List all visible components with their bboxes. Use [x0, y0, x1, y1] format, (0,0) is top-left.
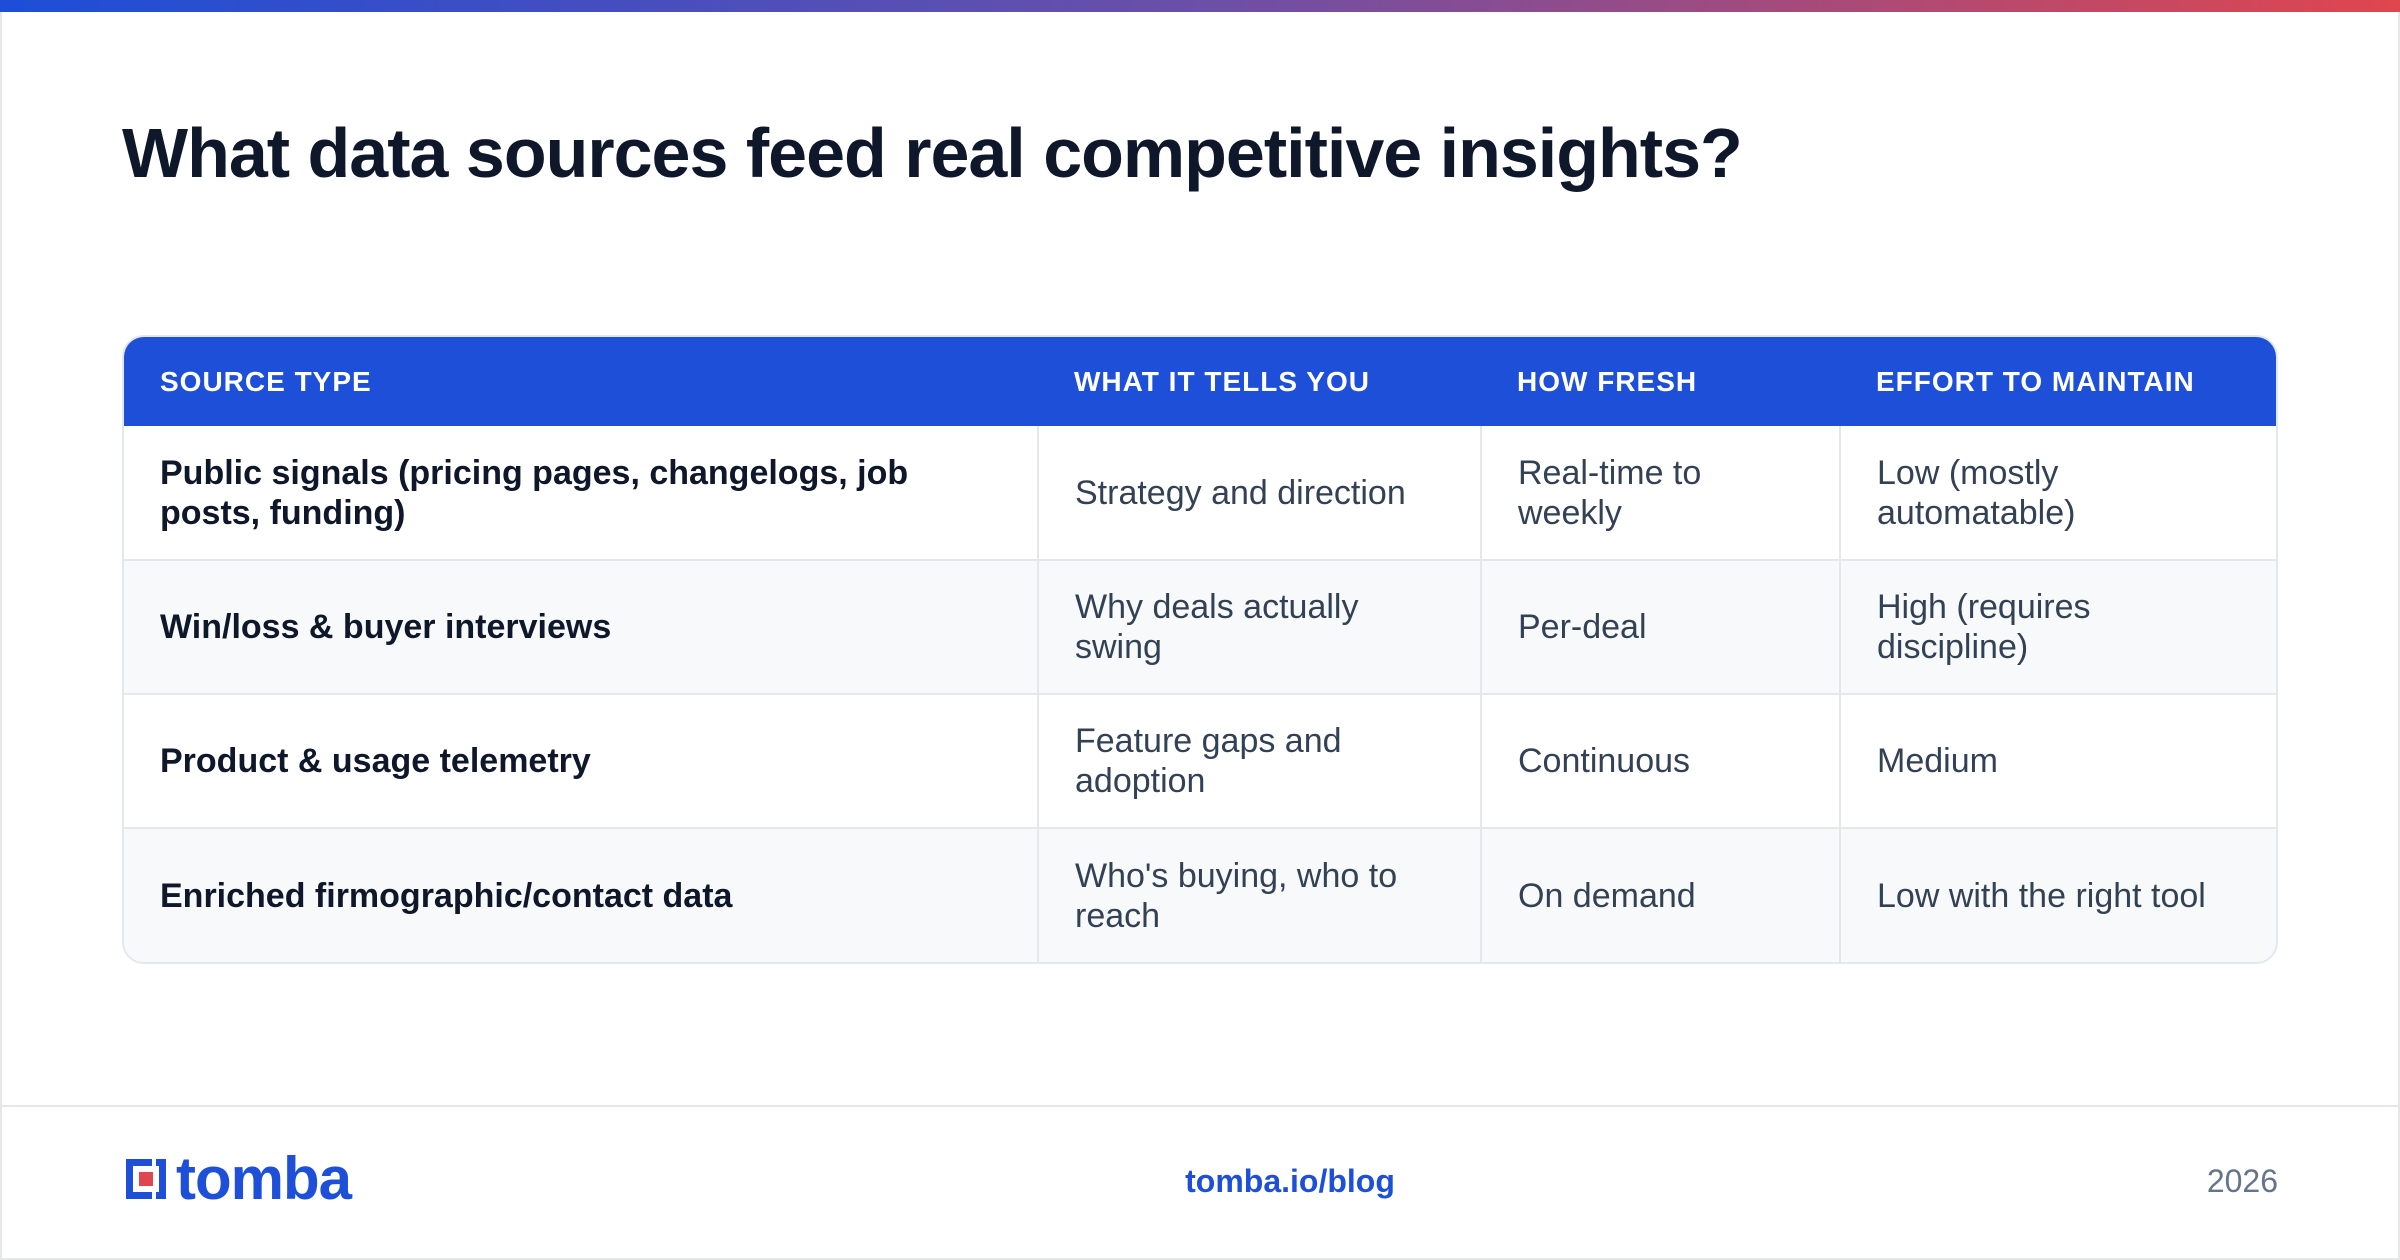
table-header-row: SOURCE TYPE WHAT IT TELLS YOU HOW FRESH …: [124, 337, 2276, 426]
cell-how-fresh: Per-deal: [1480, 560, 1840, 695]
cell-what-it-tells-you: Feature gaps and adoption: [1037, 694, 1481, 829]
tomba-logo-icon: [126, 1159, 166, 1199]
data-sources-table: SOURCE TYPE WHAT IT TELLS YOU HOW FRESH …: [124, 337, 2276, 962]
table-row: Win/loss & buyer interviews Why deals ac…: [124, 560, 2276, 695]
cell-what-it-tells-you: Who's buying, who to reach: [1037, 828, 1481, 962]
cell-source-type: Product & usage telemetry: [124, 694, 1038, 829]
cell-what-it-tells-you: Strategy and direction: [1037, 426, 1481, 561]
table-row: Product & usage telemetry Feature gaps a…: [124, 694, 2276, 829]
column-header-source-type: SOURCE TYPE: [160, 365, 372, 397]
column-header-what-it-tells-you: WHAT IT TELLS YOU: [1074, 365, 1370, 397]
footer-divider: [0, 1105, 2400, 1107]
brand-logo[interactable]: tomba: [122, 1145, 352, 1212]
cell-how-fresh: Real-time to weekly: [1480, 426, 1840, 561]
table-row: Public signals (pricing pages, changelog…: [124, 426, 2276, 561]
accent-bar: [0, 0, 2400, 12]
cell-source-type: Enriched firmographic/contact data: [160, 876, 733, 915]
comparison-table: SOURCE TYPE WHAT IT TELLS YOU HOW FRESH …: [122, 335, 2278, 964]
cell-how-fresh: Continuous: [1480, 694, 1840, 829]
page-title: What data sources feed real competitive …: [122, 114, 1743, 192]
logo-wordmark: tomba: [176, 1145, 352, 1212]
cell-effort-to-maintain: Medium: [1839, 694, 2276, 829]
cell-source-type: Win/loss & buyer interviews: [124, 560, 1038, 695]
footer-year: 2026: [2206, 1163, 2278, 1199]
table-row: Enriched firmographic/contact data Who's…: [124, 828, 2276, 962]
cell-effort-to-maintain: Low with the right tool: [1839, 828, 2276, 962]
column-header-how-fresh: HOW FRESH: [1517, 365, 1698, 397]
cell-what-it-tells-you: Why deals actually swing: [1037, 560, 1481, 695]
column-header-effort-to-maintain: EFFORT TO MAINTAIN: [1876, 365, 2195, 397]
cell-how-fresh: On demand: [1480, 828, 1840, 962]
blog-link[interactable]: tomba.io/blog: [1185, 1163, 1395, 1199]
cell-effort-to-maintain: High (requires discipline): [1839, 560, 2276, 695]
cell-source-type: Public signals (pricing pages, changelog…: [124, 426, 1038, 561]
cell-effort-to-maintain: Low (mostly automatable): [1839, 426, 2276, 561]
